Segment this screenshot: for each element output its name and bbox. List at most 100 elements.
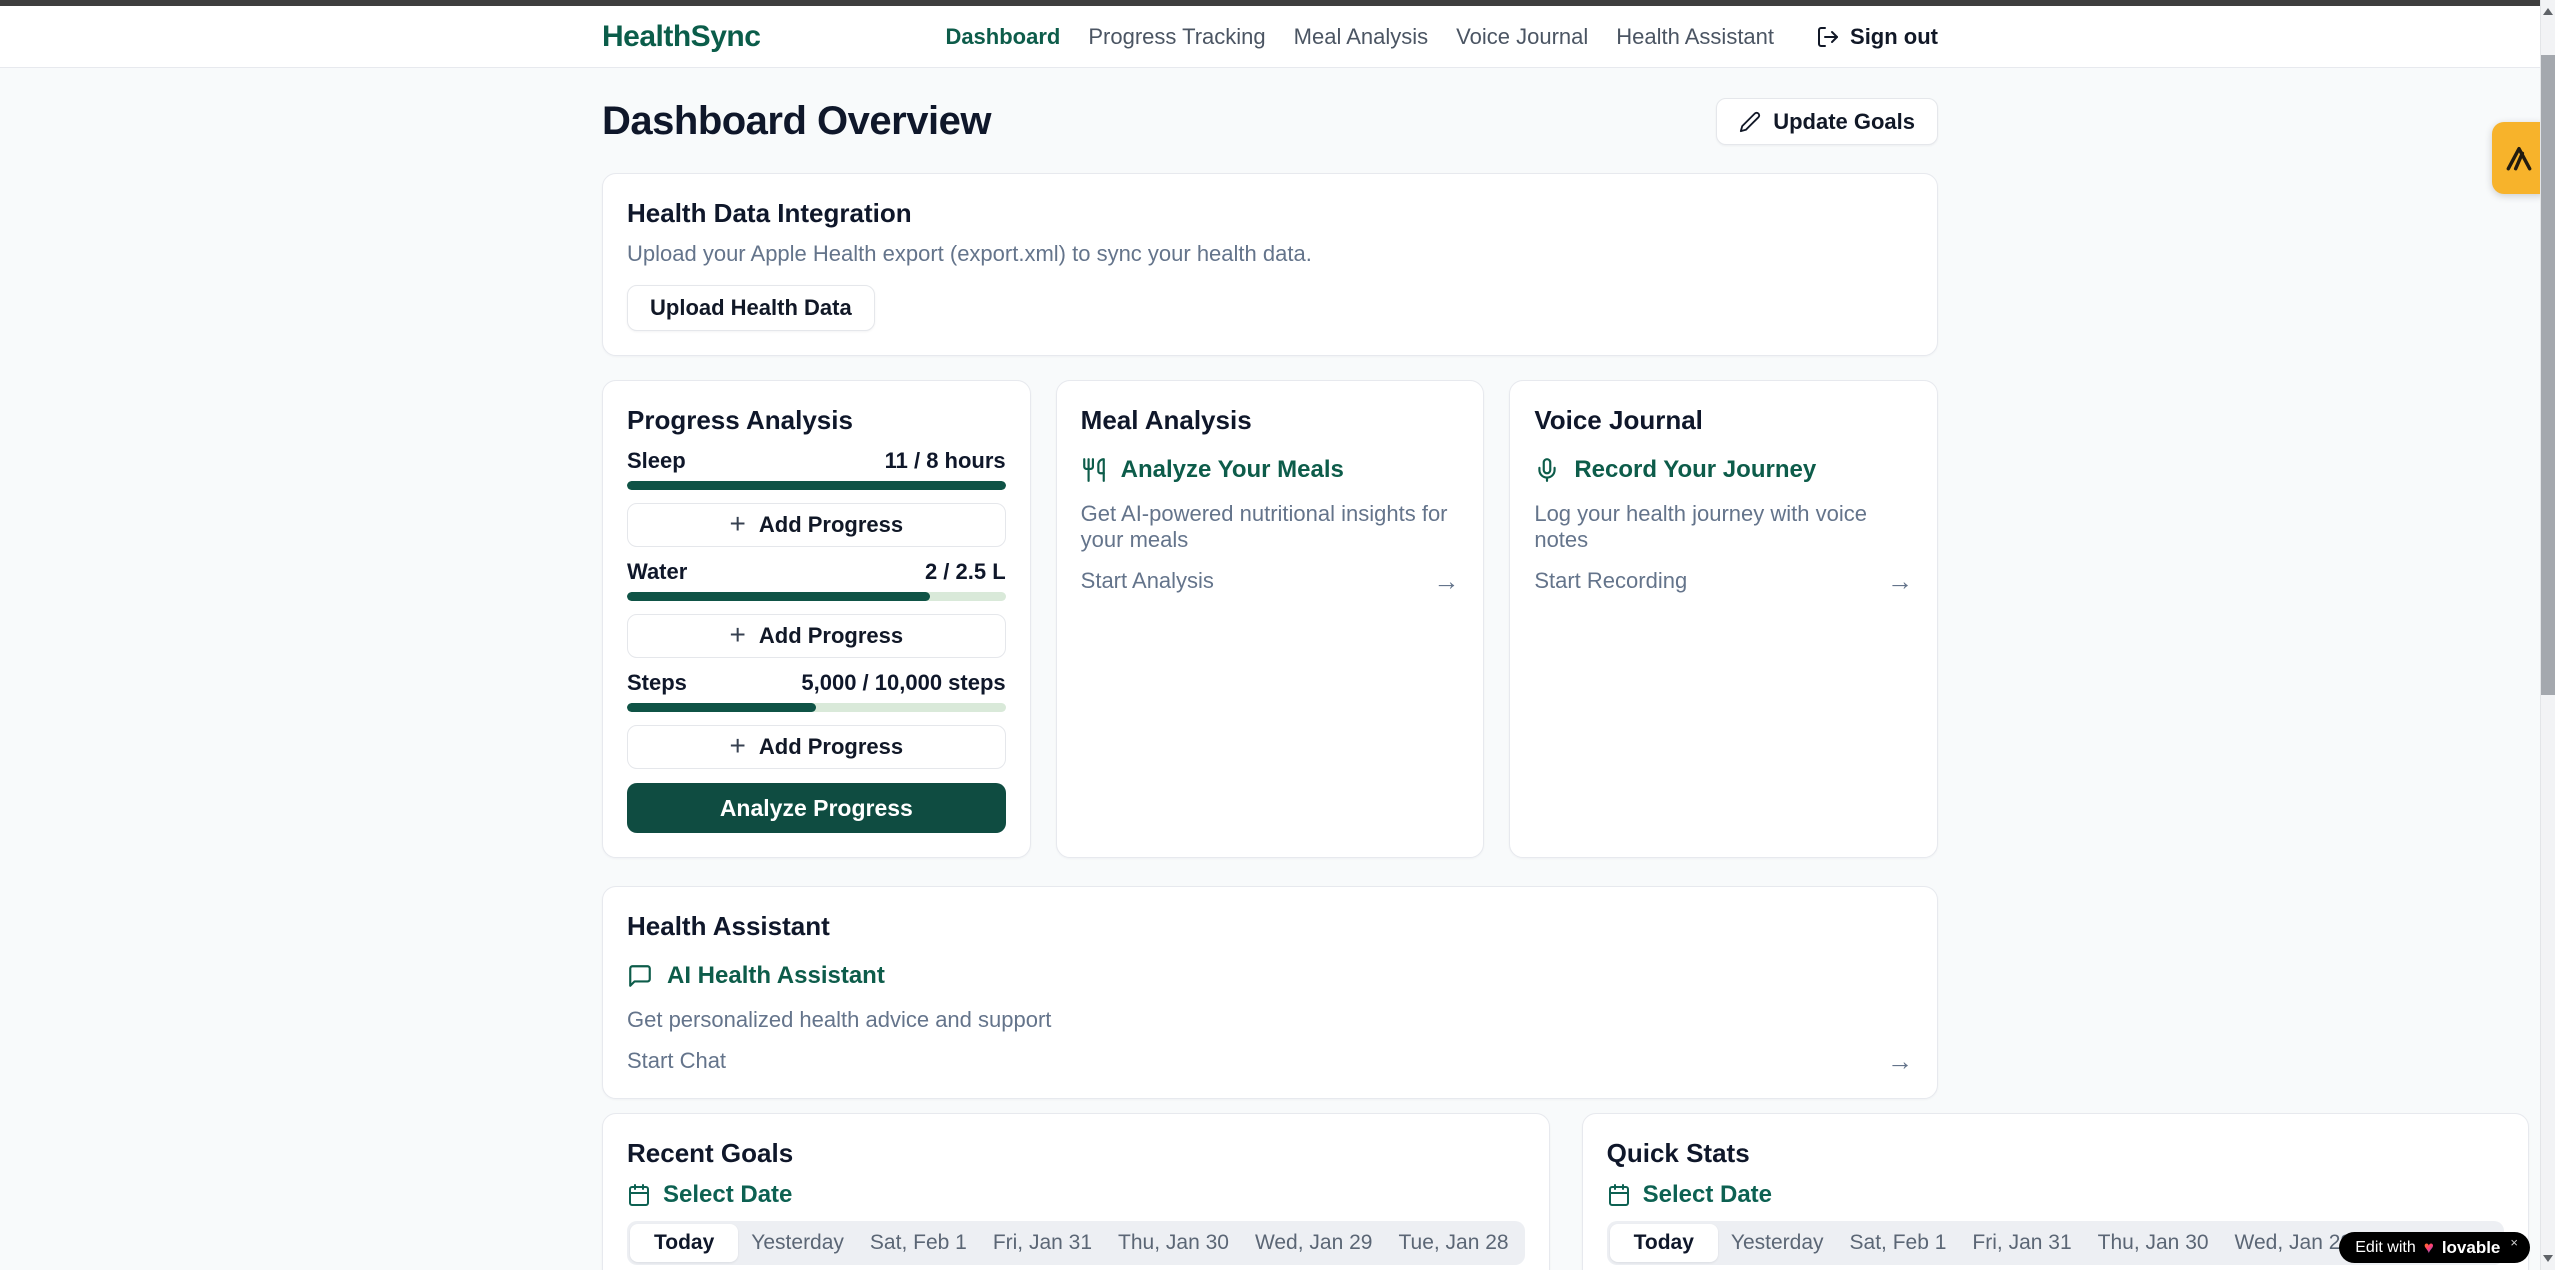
add-progress-label: Add Progress (758, 623, 904, 648)
start-chat-link[interactable]: Start Chat → (627, 1048, 1913, 1074)
nav-dashboard[interactable]: Dashboard (945, 23, 1061, 49)
select-date-button[interactable]: Select Date (1607, 1181, 2505, 1209)
add-progress-button-steps[interactable]: + Add Progress (627, 725, 1006, 769)
quick-stats-title: Quick Stats (1606, 1138, 1750, 1168)
edit-with-label: Edit with (2355, 1238, 2416, 1256)
start-chat-label: Start Chat (627, 1048, 727, 1073)
add-progress-button-sleep[interactable]: + Add Progress (627, 503, 1006, 547)
recent-goals-title: Recent Goals (627, 1138, 794, 1168)
heart-icon: ♥ (2423, 1237, 2434, 1257)
goal-sleep: Sleep 11 / 8 hours + Add Progress (627, 448, 1006, 547)
date-tab-yesterday[interactable]: Yesterday (751, 1231, 844, 1254)
scrollbar-up-arrow-icon[interactable] (2543, 8, 2553, 15)
goal-label: Water (627, 559, 688, 584)
select-date-button[interactable]: Select Date (627, 1181, 1525, 1209)
goal-value: 2 / 2.5 L (924, 559, 1006, 584)
sleep-progress-fill (627, 481, 1006, 490)
start-analysis-label: Start Analysis (1080, 568, 1214, 593)
integration-title: Health Data Integration (627, 198, 912, 228)
record-your-journey-link[interactable]: Record Your Journey (1534, 456, 1913, 484)
date-tab-fri-jan-31[interactable]: Fri, Jan 31 (992, 1231, 1093, 1254)
ai-health-assistant-link[interactable]: AI Health Assistant (627, 962, 1913, 990)
analyze-progress-button[interactable]: Analyze Progress (627, 783, 1006, 833)
date-tab-fri-jan-31[interactable]: Fri, Jan 31 (1972, 1231, 2072, 1254)
add-progress-label: Add Progress (758, 734, 904, 759)
date-tabs: Today Yesterday Sat, Feb 1 Fri, Jan 31 T… (1606, 1221, 2505, 1265)
goal-water: Water 2 / 2.5 L + Add Progress (627, 559, 1006, 658)
ai-health-assistant-label: AI Health Assistant (667, 962, 885, 989)
water-progress-fill (627, 592, 930, 601)
edit-with-lovable-badge[interactable]: Edit with ♥ lovable × (2339, 1232, 2530, 1263)
page-scrollbar[interactable] (2540, 0, 2555, 1270)
assistant-description: Get personalized health advice and suppo… (627, 1007, 1052, 1032)
voice-journal-card: Voice Journal Record Your Journey Log yo… (1509, 380, 1938, 858)
water-progress-bar (627, 592, 1006, 601)
goal-label: Steps (627, 670, 687, 695)
update-goals-button[interactable]: Update Goals (1716, 98, 1938, 145)
meal-analysis-card: Meal Analysis Analyze Your Meals Get AI-… (1055, 380, 1485, 858)
add-progress-label: Add Progress (758, 512, 904, 537)
date-tab-yesterday[interactable]: Yesterday (1730, 1231, 1824, 1254)
pencil-icon (1739, 111, 1761, 133)
select-date-label: Select Date (663, 1181, 793, 1208)
nav-health-assistant[interactable]: Health Assistant (1616, 23, 1775, 49)
goal-value: 5,000 / 10,000 steps (801, 670, 1006, 695)
arrow-right-icon: → (1886, 566, 1913, 596)
close-icon[interactable]: × (2510, 1235, 2518, 1250)
goal-label: Sleep (627, 448, 686, 473)
arrow-right-icon: → (1433, 566, 1460, 596)
page-title: Dashboard Overview (602, 99, 991, 143)
top-navbar: HealthSync Dashboard Progress Tracking M… (0, 6, 2540, 68)
health-assistant-title: Health Assistant (627, 911, 830, 941)
health-data-integration-card: Health Data Integration Upload your Appl… (602, 173, 1938, 356)
date-tab-sat-feb-1[interactable]: Sat, Feb 1 (1849, 1231, 1947, 1254)
date-tab-tue-jan-28[interactable]: Tue, Jan 28 (1398, 1231, 1509, 1254)
utensils-icon (1081, 457, 1107, 483)
date-tab-today[interactable]: Today (630, 1224, 739, 1262)
meal-analysis-title: Meal Analysis (1080, 405, 1252, 435)
sign-out-button[interactable]: Sign out (1816, 24, 1938, 50)
date-tab-sat-feb-1[interactable]: Sat, Feb 1 (869, 1231, 967, 1254)
date-tab-thu-jan-30[interactable]: Thu, Jan 30 (1118, 1231, 1229, 1254)
select-date-label: Select Date (1642, 1181, 1773, 1208)
lovable-edit-fab[interactable] (2492, 122, 2545, 194)
record-your-journey-label: Record Your Journey (1574, 456, 1817, 483)
date-tab-wed-jan-29[interactable]: Wed, Jan 29 (1254, 1231, 1373, 1254)
log-out-icon (1816, 25, 1840, 49)
add-progress-button-water[interactable]: + Add Progress (627, 614, 1006, 658)
nav-progress-tracking[interactable]: Progress Tracking (1088, 23, 1266, 49)
calendar-icon (1607, 1183, 1631, 1207)
meal-description: Get AI-powered nutritional insights for … (1080, 501, 1448, 552)
goal-value: 11 / 8 hours (884, 448, 1006, 473)
steps-progress-bar (627, 703, 1006, 712)
upload-health-data-button[interactable]: Upload Health Data (627, 285, 875, 331)
scrollbar-down-arrow-icon[interactable] (2543, 1255, 2553, 1262)
window-top-edge (0, 0, 2540, 6)
nav-voice-journal[interactable]: Voice Journal (1456, 23, 1589, 49)
quick-stats-card: Quick Stats Select Date Today Yesterday … (1581, 1113, 2530, 1270)
lovable-brand-label: lovable (2441, 1237, 2501, 1257)
scrollbar-thumb[interactable] (2541, 55, 2555, 695)
calendar-icon (627, 1183, 651, 1207)
date-tab-thu-jan-30[interactable]: Thu, Jan 30 (2097, 1231, 2209, 1254)
nav-meal-analysis[interactable]: Meal Analysis (1293, 23, 1429, 49)
voice-journal-title: Voice Journal (1534, 405, 1703, 435)
chat-bubble-icon (627, 963, 653, 989)
update-goals-label: Update Goals (1773, 108, 1915, 134)
analyze-your-meals-link[interactable]: Analyze Your Meals (1081, 456, 1460, 484)
arrow-right-icon: → (1887, 1046, 1913, 1076)
app-logo[interactable]: HealthSync (602, 19, 761, 53)
health-assistant-card: Health Assistant AI Health Assistant Get… (602, 886, 1938, 1099)
date-tab-today[interactable]: Today (1609, 1224, 1718, 1262)
goal-steps: Steps 5,000 / 10,000 steps + Add Progres… (627, 670, 1006, 769)
date-tabs: Today Yesterday Sat, Feb 1 Fri, Jan 31 T… (627, 1221, 1525, 1265)
start-recording-link[interactable]: Start Recording → (1534, 568, 1913, 594)
microphone-icon (1534, 457, 1560, 483)
progress-analysis-card: Progress Analysis Sleep 11 / 8 hours + A… (602, 380, 1031, 858)
recent-goals-card: Recent Goals Select Date Today Yesterday… (602, 1113, 1550, 1270)
voice-description: Log your health journey with voice notes (1534, 501, 1867, 552)
date-tab-wed-jan-29[interactable]: Wed, Jan 29 (2234, 1231, 2353, 1254)
main-nav: Dashboard Progress Tracking Meal Analysi… (945, 24, 1938, 50)
start-analysis-link[interactable]: Start Analysis → (1081, 568, 1460, 594)
